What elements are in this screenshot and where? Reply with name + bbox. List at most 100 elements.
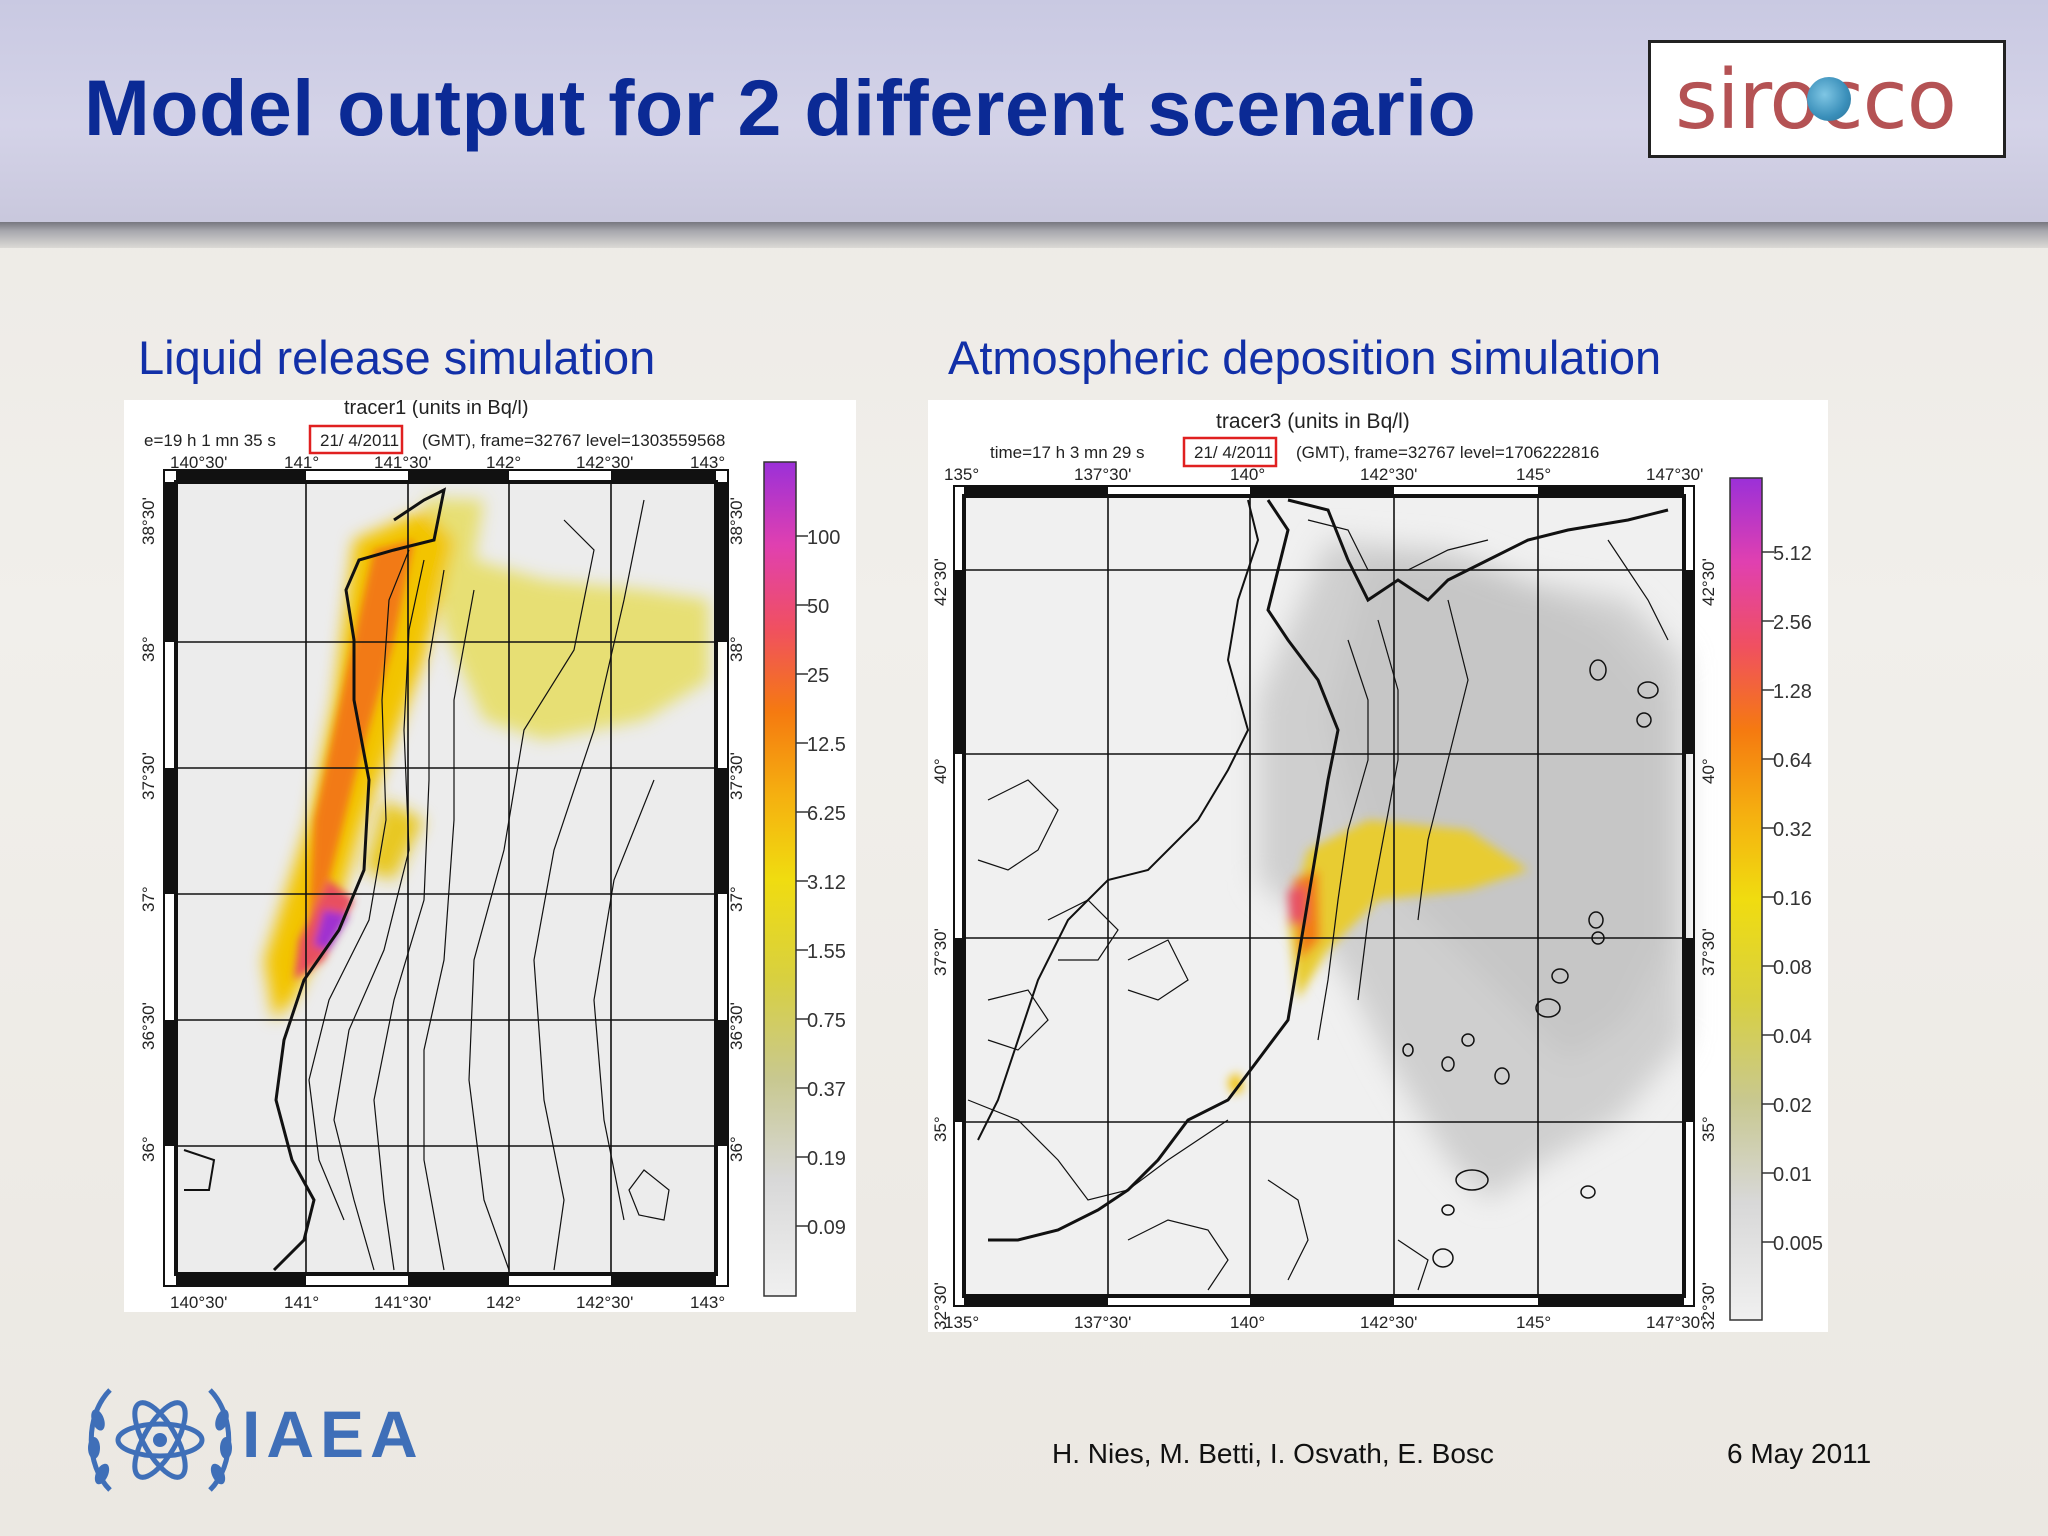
scale-label: 0.16 — [1773, 888, 1812, 910]
right-map-title: tracer3 (units in Bq/l) — [1216, 410, 1410, 433]
scale-label: 6.25 — [807, 803, 846, 825]
sirocco-logo: sirocco — [1648, 40, 2006, 158]
right-date-highlight — [1182, 436, 1278, 468]
lat-label: 40° — [931, 758, 950, 784]
scale-label: 0.01 — [1773, 1164, 1812, 1186]
lat-label: 32°30' — [931, 1282, 950, 1330]
left-date-highlight — [308, 424, 404, 455]
lat-label: 38°30' — [139, 497, 158, 545]
scale-label: 1.28 — [1773, 681, 1812, 703]
right-subtitle: Atmospheric deposition simulation — [948, 331, 1662, 384]
lon-label: 142°30' — [1360, 465, 1417, 484]
scale-label: 1.55 — [807, 941, 846, 963]
lon-label: 147°30' — [1646, 465, 1703, 484]
scale-label: 12.5 — [807, 734, 846, 756]
right-lon-bottom-labels: 135° 137°30' 140° 142°30' 145° 147°30' — [944, 1313, 1703, 1332]
lat-label: 36°30' — [727, 1002, 746, 1050]
lon-label: 141° — [284, 1293, 319, 1312]
right-map-date: 21/ 4/2011 — [1194, 443, 1273, 462]
scale-label: 0.08 — [1773, 957, 1812, 979]
lat-label: 38°30' — [727, 497, 746, 545]
lon-label: 137°30' — [1074, 465, 1131, 484]
lon-label: 142° — [486, 1293, 521, 1312]
lat-label: 38° — [139, 636, 158, 662]
scale-label: 0.09 — [807, 1217, 846, 1239]
scale-label: 25 — [807, 665, 829, 687]
lon-label: 145° — [1516, 1313, 1551, 1332]
lat-label: 42°30' — [931, 558, 950, 606]
scale-label: 0.75 — [807, 1010, 846, 1032]
footer-date: 6 May 2011 — [1727, 1438, 1872, 1469]
left-lon-bottom-labels: 140°30' 141° 141°30' 142° 142°30' 143° — [170, 1293, 725, 1312]
left-map-panel: tracer1 (units in Bq/l) e=19 h 1 mn 35 s… — [124, 400, 856, 1312]
left-lat-labels: 38°30' 38° 37°30' 37° 36°30' 36° 38°30' … — [139, 497, 746, 1162]
scale-label: 0.02 — [1773, 1095, 1812, 1117]
lon-label: 140° — [1230, 465, 1265, 484]
scale-label: 2.56 — [1773, 612, 1812, 634]
right-lat-labels: 42°30' 40° 37°30' 35° 32°30' 42°30' 40° … — [931, 558, 1718, 1330]
left-map-meta: (GMT), frame=32767 level=1303559568 — [422, 431, 725, 450]
lat-label: 37°30' — [727, 752, 746, 800]
left-scale-labels: 100 50 25 12.5 6.25 3.12 1.55 0.75 0.37 … — [807, 527, 846, 1239]
lon-label: 141°30' — [374, 1293, 431, 1312]
left-map-title: tracer1 (units in Bq/l) — [344, 400, 529, 419]
un-wreath-atom-icon — [88, 1388, 232, 1492]
lat-label: 36° — [139, 1136, 158, 1162]
lat-label: 37° — [139, 886, 158, 912]
lon-label: 147°30' — [1646, 1313, 1703, 1332]
footer-authors: H. Nies, M. Betti, I. Osvath, E. Bosc — [1052, 1438, 1494, 1469]
left-subtitle: Liquid release simulation — [138, 331, 656, 384]
right-map-panel: tracer3 (units in Bq/l) time=17 h 3 mn 2… — [928, 400, 1828, 1332]
scale-label: 0.32 — [1773, 819, 1812, 841]
left-map-time: e=19 h 1 mn 35 s — [144, 431, 276, 450]
lon-label: 137°30' — [1074, 1313, 1131, 1332]
right-scale-labels: 5.12 2.56 1.28 0.64 0.32 0.16 0.08 0.04 … — [1773, 543, 1823, 1255]
lon-label: 143° — [690, 453, 725, 472]
right-color-scale — [1729, 477, 1763, 1321]
lon-label: 145° — [1516, 465, 1551, 484]
scale-label: 0.19 — [807, 1148, 846, 1170]
lat-label: 36° — [727, 1136, 746, 1162]
left-map-date: 21/ 4/2011 — [320, 431, 399, 450]
iaea-logo-text: IAEA — [242, 1397, 424, 1471]
lon-label: 141° — [284, 453, 319, 472]
lon-label: 142°30' — [1360, 1313, 1417, 1332]
lon-label: 142° — [486, 453, 521, 472]
scale-label: 0.005 — [1773, 1233, 1823, 1255]
scale-label: 0.04 — [1773, 1026, 1812, 1048]
lon-label: 143° — [690, 1293, 725, 1312]
lat-label: 36°30' — [139, 1002, 158, 1050]
scale-label: 0.37 — [807, 1079, 846, 1101]
lat-label: 40° — [1699, 758, 1718, 784]
iaea-logo: IAEA — [80, 1370, 440, 1510]
lon-label: 140° — [1230, 1313, 1265, 1332]
lat-label: 35° — [931, 1116, 950, 1142]
lon-label: 135° — [944, 465, 979, 484]
scale-label: 0.64 — [1773, 750, 1812, 772]
lon-label: 142°30' — [576, 453, 633, 472]
right-map-time: time=17 h 3 mn 29 s — [990, 443, 1145, 462]
scale-label: 5.12 — [1773, 543, 1812, 565]
lon-label: 140°30' — [170, 453, 227, 472]
globe-icon — [1807, 77, 1851, 121]
lat-label: 37° — [727, 886, 746, 912]
right-lon-top-labels: 135° 137°30' 140° 142°30' 145° 147°30' — [944, 465, 1703, 484]
header-shadow — [0, 222, 2048, 248]
scale-label: 3.12 — [807, 872, 846, 894]
lat-label: 35° — [1699, 1116, 1718, 1142]
lat-label: 42°30' — [1699, 558, 1718, 606]
lat-label: 32°30' — [1699, 1282, 1718, 1330]
right-map-meta: (GMT), frame=32767 level=1706222816 — [1296, 443, 1599, 462]
lat-label: 38° — [727, 636, 746, 662]
lat-label: 37°30' — [139, 752, 158, 800]
lon-label: 140°30' — [170, 1293, 227, 1312]
scale-label: 100 — [807, 527, 840, 549]
lat-label: 37°30' — [931, 928, 950, 976]
lon-label: 141°30' — [374, 453, 431, 472]
lon-label: 142°30' — [576, 1293, 633, 1312]
left-color-scale — [763, 461, 797, 1297]
lon-label: 135° — [944, 1313, 979, 1332]
lat-label: 37°30' — [1699, 928, 1718, 976]
scale-label: 50 — [807, 596, 829, 618]
slide-title: Model output for 2 different scenario — [84, 63, 1477, 152]
